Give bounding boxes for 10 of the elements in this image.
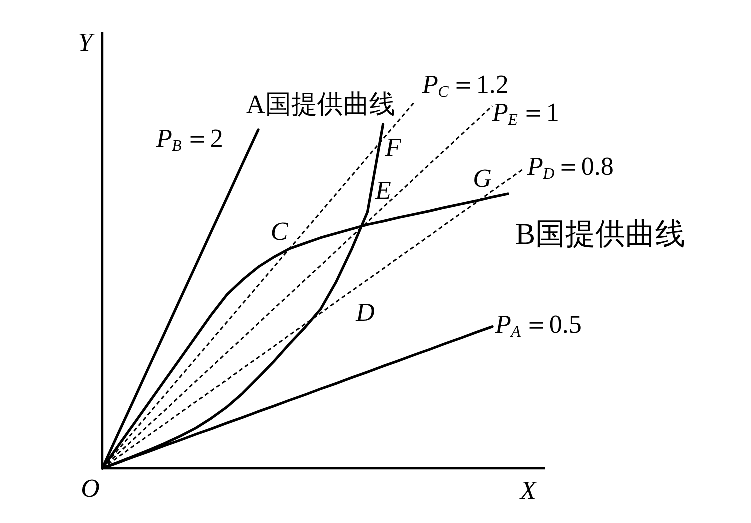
annotation: D xyxy=(355,298,376,327)
series-label: A国提供曲线 xyxy=(246,90,396,119)
text: O xyxy=(81,474,100,503)
annotation: G xyxy=(473,164,492,193)
annotation: E xyxy=(374,176,392,205)
y-axis-title: Y xyxy=(78,28,96,57)
annotation: C xyxy=(270,217,289,246)
series-label: B国提供曲线 xyxy=(516,218,686,251)
annotation: F xyxy=(384,133,403,162)
x-axis-title: X xyxy=(520,476,538,505)
